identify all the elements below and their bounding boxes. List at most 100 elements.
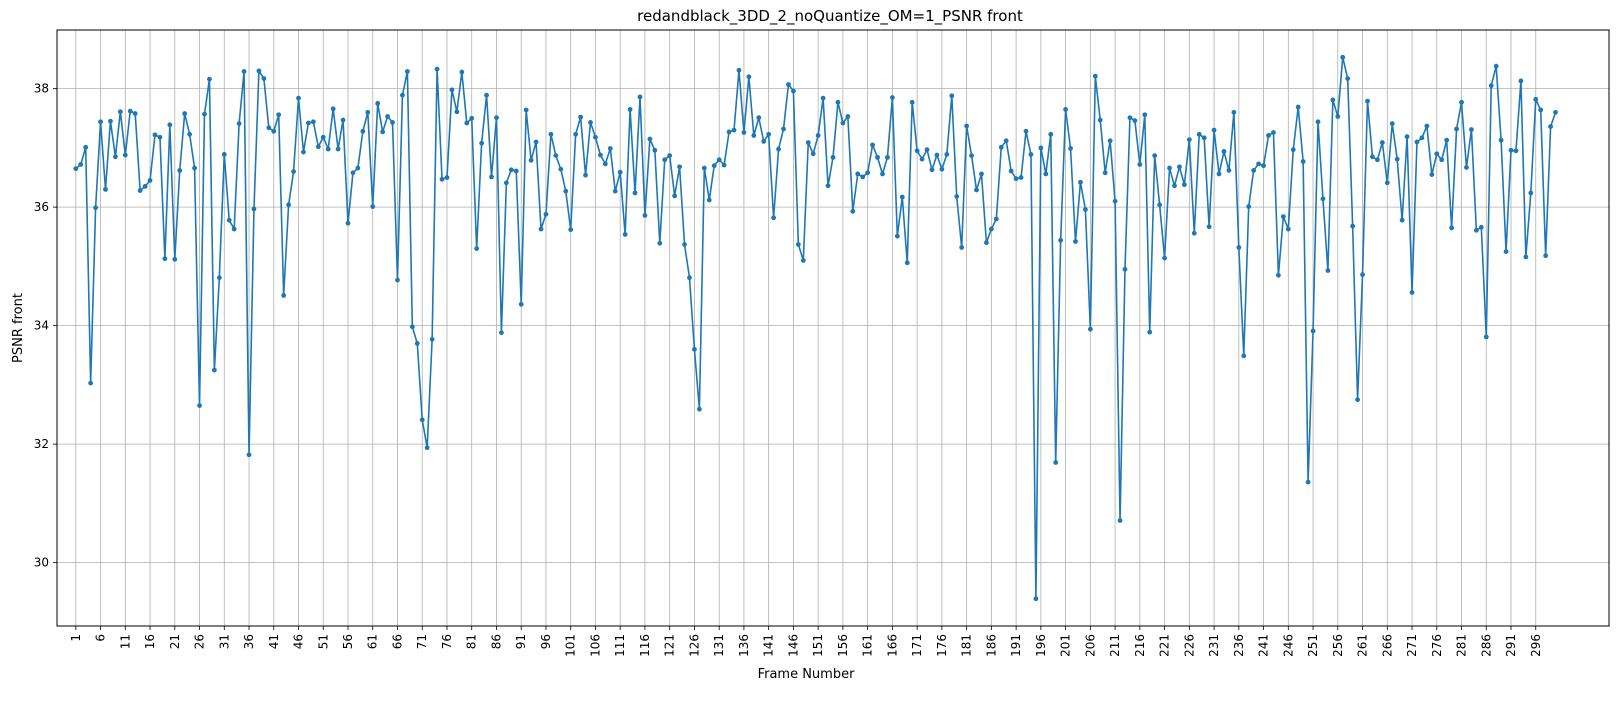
data-point	[602, 161, 608, 167]
data-point	[899, 194, 905, 200]
data-point	[1157, 202, 1163, 208]
x-tick-label: 191	[1009, 634, 1023, 657]
data-point	[964, 123, 970, 129]
x-tick-label: 161	[861, 634, 875, 657]
data-point	[291, 169, 296, 174]
data-point	[271, 128, 277, 134]
data-point	[538, 226, 544, 232]
data-point	[1181, 182, 1187, 188]
data-point	[909, 99, 915, 105]
data-point	[266, 125, 272, 131]
y-tick-label: 38	[34, 82, 49, 96]
data-point	[340, 117, 346, 123]
data-point	[1409, 290, 1415, 295]
data-point	[172, 256, 178, 262]
data-point	[103, 186, 108, 192]
data-point	[296, 95, 301, 101]
x-tick-label: 41	[267, 634, 281, 649]
data-point	[1533, 96, 1539, 102]
data-point	[1300, 159, 1306, 164]
x-tick-label: 281	[1455, 634, 1469, 657]
data-point	[113, 154, 118, 160]
data-point	[385, 114, 390, 119]
data-point	[1003, 138, 1009, 144]
data-point	[914, 148, 920, 154]
data-point	[548, 131, 554, 137]
data-point	[1335, 114, 1341, 119]
data-point	[598, 152, 603, 158]
data-point	[132, 111, 138, 116]
data-point	[692, 346, 697, 352]
data-point	[1365, 98, 1370, 104]
data-point	[1493, 63, 1499, 69]
data-point	[444, 175, 450, 180]
data-point	[1251, 168, 1257, 173]
x-tick-label: 211	[1108, 634, 1122, 657]
data-point	[875, 154, 880, 160]
data-point	[434, 66, 440, 72]
y-axis-ticks: 30 32 34 36 38	[34, 82, 57, 570]
data-point	[1538, 107, 1544, 113]
data-point	[974, 187, 979, 193]
data-point	[1478, 224, 1484, 230]
x-tick-label: 116	[638, 634, 652, 657]
data-point	[127, 108, 133, 114]
data-point	[860, 174, 866, 180]
data-point	[494, 115, 499, 121]
data-point	[1028, 152, 1034, 157]
data-point	[776, 146, 781, 152]
data-point	[1137, 162, 1143, 167]
data-point	[1196, 131, 1202, 137]
data-point	[157, 134, 163, 140]
data-point	[499, 330, 504, 336]
data-point	[1271, 130, 1276, 135]
data-point	[1384, 180, 1390, 186]
data-point	[355, 165, 361, 171]
data-point	[469, 115, 475, 121]
data-point	[1087, 326, 1093, 332]
data-point	[390, 120, 395, 125]
data-point	[1127, 115, 1133, 121]
data-point	[1399, 217, 1405, 223]
data-point	[1434, 151, 1440, 157]
data-point	[716, 157, 722, 163]
x-tick-label: 246	[1281, 634, 1295, 657]
data-point	[1117, 518, 1123, 523]
data-point	[1043, 171, 1049, 177]
data-point	[1508, 147, 1514, 153]
data-point	[840, 120, 846, 126]
data-point	[424, 445, 430, 451]
data-point	[1498, 137, 1504, 143]
x-tick-label: 16	[143, 634, 157, 649]
data-point	[380, 129, 386, 135]
data-point	[1404, 134, 1410, 140]
data-point	[568, 227, 574, 233]
data-point	[137, 188, 143, 193]
data-point	[1295, 104, 1301, 110]
data-point	[1226, 168, 1232, 173]
data-point	[1142, 112, 1148, 118]
data-point	[1097, 117, 1103, 123]
data-point	[395, 277, 400, 283]
data-point	[197, 403, 202, 409]
data-point	[885, 154, 890, 160]
data-point	[1048, 131, 1054, 137]
data-point	[286, 202, 292, 208]
data-point	[1162, 255, 1167, 261]
data-point	[1370, 154, 1375, 160]
series-line-path	[75, 56, 1557, 600]
x-tick-label: 201	[1059, 634, 1073, 657]
x-tick-label: 146	[786, 634, 800, 657]
x-tick-label: 176	[935, 634, 949, 657]
data-point	[553, 153, 559, 159]
x-tick-label: 291	[1504, 634, 1518, 657]
data-point	[117, 109, 123, 115]
data-point	[221, 152, 227, 157]
data-point	[508, 167, 514, 173]
data-point	[1068, 146, 1073, 151]
data-point	[1276, 272, 1281, 278]
data-point	[701, 165, 707, 171]
data-point	[1439, 157, 1445, 163]
data-point	[696, 406, 702, 412]
data-point	[711, 163, 717, 169]
